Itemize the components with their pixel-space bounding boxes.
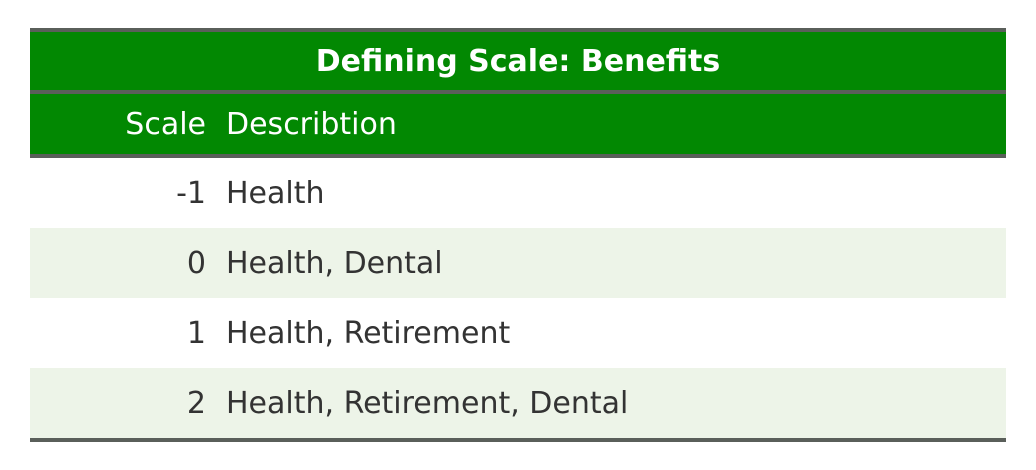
- cell-description: Health, Dental: [226, 245, 443, 281]
- top-rule: [30, 28, 1006, 32]
- cell-description: Health: [226, 175, 325, 211]
- table-row: 0 Health, Dental: [30, 228, 1006, 298]
- cell-scale: 2: [186, 385, 206, 421]
- table-row: -1 Health: [30, 158, 1006, 228]
- bottom-rule: [30, 438, 1006, 442]
- cell-scale: 0: [186, 245, 206, 281]
- header-scale: Scale: [125, 106, 206, 142]
- header-divider: [30, 154, 1006, 158]
- header-description: Describtion: [226, 106, 397, 142]
- table-title-text: Defining Scale: Benefits: [315, 43, 721, 79]
- table-row: 1 Health, Retirement: [30, 298, 1006, 368]
- cell-description: Health, Retirement: [226, 315, 511, 351]
- cell-description: Health, Retirement, Dental: [226, 385, 629, 421]
- title-divider: [30, 90, 1006, 94]
- cell-scale: 1: [186, 315, 206, 351]
- table-title: Defining Scale: Benefits: [30, 32, 1006, 90]
- table-row: 2 Health, Retirement, Dental: [30, 368, 1006, 438]
- cell-scale: -1: [176, 175, 206, 211]
- benefits-scale-table: Defining Scale: Benefits Scale Describti…: [30, 28, 1006, 442]
- table-header-row: Scale Describtion: [30, 94, 1006, 154]
